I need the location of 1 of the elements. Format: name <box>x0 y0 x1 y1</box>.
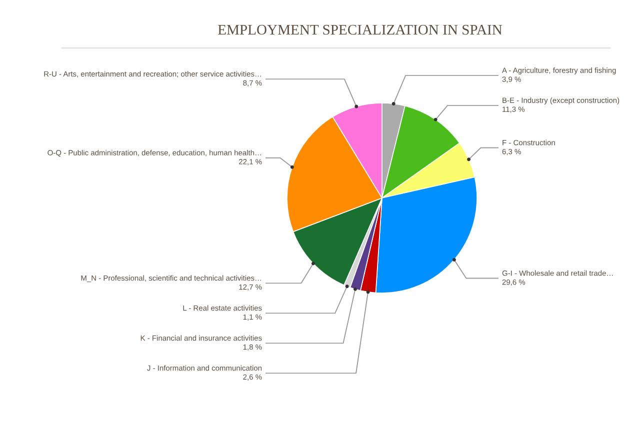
chart-title: EMPLOYMENT SPECIALIZATION IN SPAIN <box>218 24 502 35</box>
